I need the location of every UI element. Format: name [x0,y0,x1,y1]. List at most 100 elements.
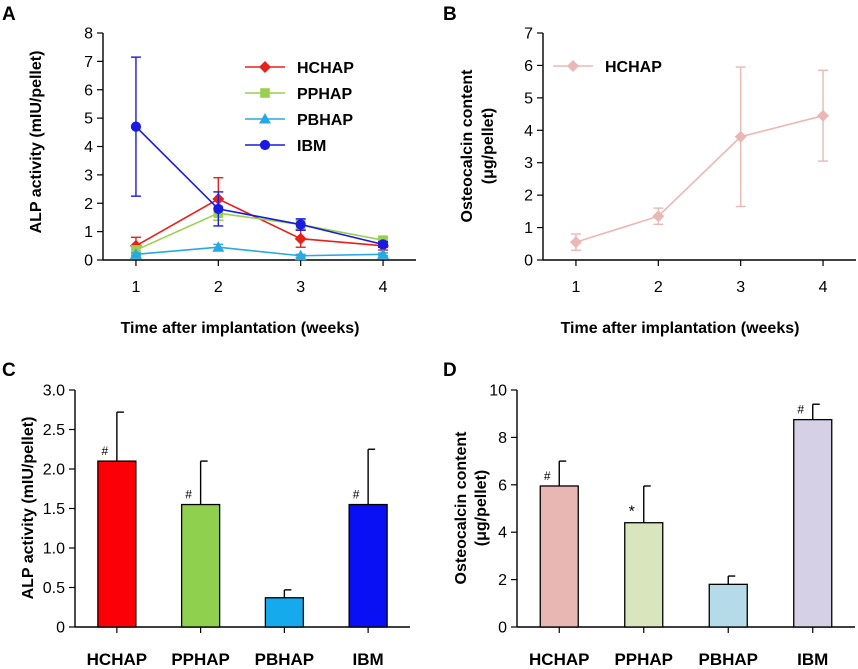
chart-a-series-line-pbhap [135,246,384,257]
chart-a-ytick-label: 4 [84,139,93,156]
panel-label-b: B [443,4,457,25]
chart-a-ytick-label: 7 [84,54,93,71]
chart-a-ytick-label: 1 [84,224,93,241]
chart-d-ytick-label: 6 [498,477,507,494]
chart-c-ytick-label: 2.0 [43,462,65,479]
chart-c-ytick-label: 2.5 [43,422,65,439]
chart-a-plot: 0 1 2 3 4 5 6 7 8 1 2 3 4 HCHAP PPHAP PBHAP IBM [84,26,416,296]
chart-b-xtick-label: 4 [819,279,828,296]
chart-b-ytick-label: 3 [524,155,533,172]
chart-a-point-ibm [295,219,306,230]
chart-a-legend-label: PPHAP [297,86,352,103]
chart-a-point-pbhap [377,248,390,259]
panel-label-a: A [2,4,16,25]
chart-b-ytick-label: 1 [524,220,533,237]
chart-d-bar-ibm [793,418,833,628]
chart-a-ytick-label: 3 [84,167,93,184]
chart-a-ytick-label: 5 [84,111,93,128]
chart-b-xtick-label: 2 [654,279,663,296]
chart-c-ytick-label: 1.5 [43,501,65,518]
chart-b-xtick-label: 1 [571,279,580,296]
chart-d-bar-pphap [624,522,664,628]
chart-a-point-pbhap [212,241,225,252]
chart-a-legend-marker [259,113,271,124]
chart-b-legend-label: HCHAP [605,59,662,76]
chart-b-ytick-label: 0 [524,253,533,270]
chart-b-point-hchap [734,130,747,143]
chart-a-xtick-label: 1 [131,279,140,296]
chart-a-legend-marker [259,139,271,151]
chart-b-ylabel2: (μg/pellet) [480,108,497,184]
chart-b-series-line-hchap [575,114,824,243]
chart-a-series-line-hchap [135,198,384,247]
chart-d-category-label: PPHAP [614,650,673,669]
chart-d-category-label: IBM [797,650,828,669]
chart-d-ylabel2: (μg/pellet) [473,470,490,546]
chart-a-legend-marker [259,61,271,73]
chart-d-ytick-label: 2 [498,572,507,589]
chart-d-ylabel: Osteocalcin content [453,431,470,585]
chart-d-ytick-label: 8 [498,430,507,447]
chart-d-ytick-label: 10 [489,383,507,400]
chart-b-legend-marker [567,60,579,72]
panel-label-d: D [443,360,457,381]
chart-d-annotation: * [629,504,635,521]
chart-c-ytick-label: 1.0 [43,541,65,558]
chart-a-ytick-label: 2 [84,196,93,213]
chart-b-ytick-label: 5 [524,90,533,107]
chart-b-ytick-label: 2 [524,188,533,205]
chart-b-point-hchap [569,236,582,249]
chart-c-category-label: PBHAP [255,650,315,669]
chart-b-ylabel: Osteocalcin content [459,69,476,223]
chart-a-point-hchap [294,232,307,245]
chart-d-plot: 0 2 4 6 8 10 HCHAP # PPHAP * PBHAP IBM # [489,383,855,669]
chart-c-ytick-label: 3.0 [43,383,65,400]
chart-a-legend-marker [260,88,270,98]
chart-a-legend-label: IBM [297,138,326,155]
chart-a-ylabel: ALP activity (mIU/pellet) [28,51,45,234]
chart-a-xtick-label: 4 [379,279,388,296]
chart-a: ALP activity (mIU/pellet) Time after imp… [28,26,416,337]
chart-d-annotation: # [544,469,551,483]
chart-a-point-ibm [213,203,224,215]
chart-c-annotation: # [185,488,192,502]
chart-c-category-label: PPHAP [171,650,230,669]
chart-c-ytick-label: 0.5 [43,580,65,597]
chart-c-bar-ibm [348,503,388,628]
chart-d-bar-hchap [539,485,579,628]
chart-b-plot: 0 1 2 3 4 5 6 7 1 2 3 4 HCHAP [524,26,856,296]
chart-b: Osteocalcin content (μg/pellet) Time aft… [459,26,856,337]
chart-a-xtick-label: 3 [296,279,305,296]
chart-b-xlabel: Time after implantation (weeks) [561,320,800,337]
chart-a-ytick-label: 6 [84,82,93,99]
chart-a-series-line-pphap [135,212,384,251]
chart-c-annotation: # [353,488,360,502]
chart-c-annotation: # [102,444,109,458]
chart-c-plot: 0 0.5 1.0 1.5 2.0 2.5 3.0 HCHAP # PPHAP # PBHAP IBM # [43,383,410,669]
chart-c-category-label: IBM [353,650,384,669]
chart-d-category-label: PBHAP [698,650,758,669]
chart-d: Osteocalcin content (μg/pellet) 0 2 4 6 8 10 H… [453,383,855,669]
chart-b-point-hchap [817,109,830,122]
chart-b-point-hchap [652,210,665,223]
chart-a-xtick-label: 2 [214,279,223,296]
chart-c-bar-hchap [97,460,137,628]
chart-a-ytick-label: 0 [84,253,93,270]
chart-a-point-pbhap [129,248,142,259]
chart-b-ytick-label: 4 [524,123,533,140]
chart-b-ytick-label: 7 [524,26,533,43]
chart-a-point-ibm [130,121,142,132]
chart-c: ALP activity (mIU/pellet) 0 0.5 1.0 1.5 2.0 2… [20,383,410,669]
chart-d-category-label: HCHAP [529,650,589,669]
chart-c-bar-pbhap [264,597,305,628]
panel-label-c: C [2,360,16,381]
chart-c-ylabel: ALP activity (mIU/pellet) [20,417,37,600]
chart-d-ytick-label: 4 [498,525,507,542]
chart-d-bar-pbhap [708,583,748,628]
chart-a-legend-label: HCHAP [297,60,354,77]
chart-d-annotation: # [797,403,804,417]
chart-a-point-pbhap [294,249,307,261]
chart-c-ytick-label: 0 [56,620,65,637]
chart-c-category-label: HCHAP [87,650,147,669]
